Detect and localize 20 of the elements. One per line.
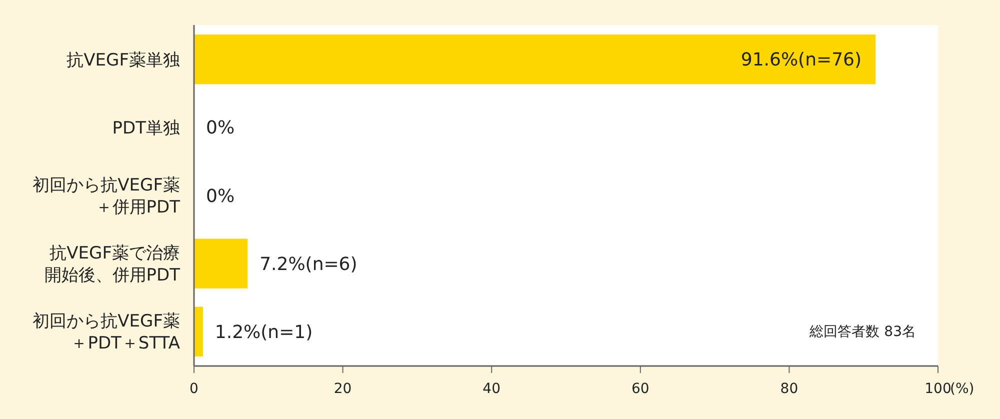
x-tick-label: 40 (482, 381, 501, 397)
y-tick-label: 抗VEGF薬で治療開始後、併用PDT (44, 244, 181, 286)
x-tick-label: 20 (334, 381, 352, 397)
bar (194, 34, 876, 84)
x-tick-label: 60 (631, 381, 650, 397)
data-label: 7.2%(n=6) (260, 254, 358, 275)
data-label: 1.2%(n=1) (214, 322, 313, 343)
y-tick-label: 初回から抗VEGF薬＋PDT＋STTA (32, 312, 180, 354)
data-label: 0% (206, 186, 235, 207)
annotation: 総回答者数 83名 (808, 324, 916, 340)
y-tick-label: PDT単独 (112, 118, 180, 138)
data-label: 91.6%(n=76) (740, 50, 862, 71)
y-tick-label: 抗VEGF薬単独 (66, 50, 180, 70)
bar (194, 238, 248, 288)
x-tick-label: 80 (780, 381, 798, 397)
x-tick-label: 0 (190, 381, 198, 397)
x-tick-label: 100 (924, 381, 952, 397)
x-axis-title: (%) (950, 381, 974, 397)
data-label: 0% (206, 118, 235, 139)
y-tick-label: 初回から抗VEGF薬＋併用PDT (32, 175, 181, 218)
